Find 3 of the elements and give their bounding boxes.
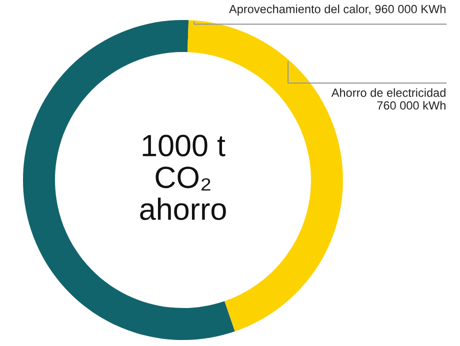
slice-label: Aprovechamiento del calor, 960 000 KWh: [229, 4, 446, 16]
slice-label: Ahorro de electricidad 760 000 kWh: [331, 88, 446, 110]
text: 1000 t CO₂ ahorro: [140, 134, 226, 220]
